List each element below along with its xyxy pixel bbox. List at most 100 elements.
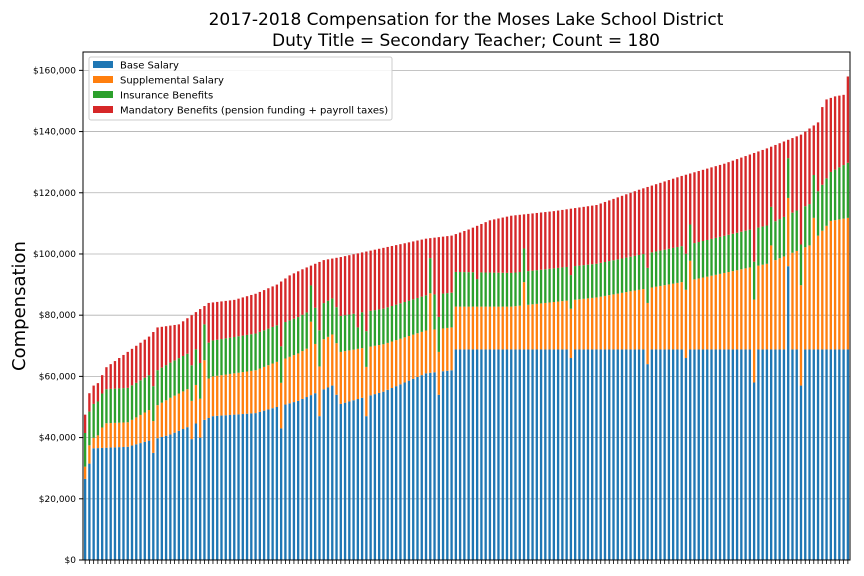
bar-stack: [731, 160, 734, 560]
bar-insurance: [292, 318, 296, 356]
bar-insurance: [774, 221, 777, 261]
bar-supplemental: [710, 275, 713, 350]
bar-stack: [556, 210, 560, 560]
bar-stack: [578, 207, 581, 560]
bar-supplemental: [130, 419, 134, 446]
bar-mandatory: [309, 265, 313, 286]
bar-base: [697, 349, 700, 560]
bar-mandatory: [770, 146, 773, 207]
bar-mandatory: [650, 185, 654, 253]
bar-supplemental: [825, 225, 828, 350]
bar-base: [92, 448, 95, 560]
bar-supplemental: [714, 274, 717, 350]
bar-mandatory: [748, 154, 752, 230]
bar-base: [586, 349, 590, 560]
bar-supplemental: [135, 417, 138, 445]
bar-base: [710, 349, 713, 560]
bar-stack: [284, 278, 287, 560]
bar-stack: [727, 162, 730, 560]
bar-mandatory: [433, 237, 436, 295]
bar-mandatory: [326, 259, 330, 301]
bar-base: [237, 414, 240, 560]
bar-insurance: [565, 266, 568, 301]
bar-base: [701, 349, 705, 560]
bar-supplemental: [808, 245, 811, 350]
bar-stack: [846, 76, 850, 560]
bar-base: [591, 349, 594, 560]
bar-insurance: [458, 272, 462, 307]
bar-mandatory: [156, 327, 159, 371]
bar-base: [348, 401, 351, 560]
bar-base: [254, 413, 257, 560]
bar-supplemental: [493, 306, 496, 350]
bar-mandatory: [88, 393, 91, 412]
bar-stack: [399, 244, 402, 560]
bar-base: [812, 349, 815, 560]
bar-base: [122, 446, 125, 560]
bar-supplemental: [774, 260, 777, 350]
bar-insurance: [382, 308, 385, 345]
bar-insurance: [377, 309, 381, 346]
bar-insurance: [518, 272, 521, 306]
bar-mandatory: [812, 125, 815, 176]
bar-insurance: [339, 315, 342, 352]
bar-insurance: [671, 247, 675, 284]
bar-base: [480, 349, 483, 560]
bar-mandatory: [480, 223, 483, 273]
bar-stack: [535, 212, 538, 560]
bar-stack: [833, 96, 837, 560]
bar-supplemental: [842, 218, 845, 350]
bar-stack: [135, 345, 138, 560]
bar-mandatory: [535, 212, 538, 271]
bar-insurance: [416, 297, 419, 334]
bar-base: [612, 349, 615, 560]
bar-mandatory: [216, 301, 219, 340]
bar-base: [816, 349, 820, 560]
bar-supplemental: [510, 306, 513, 350]
bar-stack: [591, 205, 594, 560]
bar-supplemental: [211, 376, 215, 417]
bar-supplemental: [424, 330, 428, 374]
bar-insurance: [710, 238, 713, 276]
bar-insurance: [586, 264, 590, 299]
bar-mandatory: [279, 281, 283, 347]
bar-stack: [360, 252, 364, 560]
bar-supplemental: [279, 382, 283, 429]
bar-mandatory: [561, 209, 564, 268]
bar-supplemental: [795, 250, 798, 350]
bar-stack: [603, 201, 607, 560]
bar-mandatory: [842, 94, 845, 166]
bar-base: [135, 444, 138, 560]
bar-insurance: [561, 267, 564, 302]
bar-mandatory: [467, 229, 470, 273]
bar-mandatory: [258, 291, 261, 332]
bar-base: [799, 385, 803, 560]
bar-mandatory: [765, 148, 769, 226]
bar-stack: [757, 151, 760, 560]
bar-supplemental: [156, 405, 159, 439]
bar-insurance: [846, 162, 850, 218]
bar-insurance: [821, 184, 824, 231]
bar-mandatory: [484, 222, 487, 273]
bar-mandatory: [740, 157, 743, 232]
bar-insurance: [301, 314, 304, 352]
bar-mandatory: [147, 336, 151, 376]
bar-mandatory: [620, 195, 624, 259]
bar-mandatory: [488, 220, 492, 273]
gridlines: [83, 69, 850, 500]
x-axis: [84, 560, 849, 564]
bar-stack: [671, 178, 675, 560]
bar-insurance: [497, 272, 500, 307]
bar-insurance: [164, 365, 168, 401]
bar-stack: [377, 248, 381, 560]
bar-mandatory: [220, 301, 223, 340]
bar-mandatory: [199, 309, 202, 363]
chart-subtitle: Duty Title = Secondary Teacher; Count = …: [272, 31, 660, 51]
bar-supplemental: [608, 295, 611, 350]
bar-stack: [331, 258, 334, 560]
bar-stack: [228, 300, 232, 560]
bar-stack: [279, 281, 283, 560]
bar-base: [825, 349, 828, 560]
bar-base: [279, 428, 283, 560]
bar-mandatory: [475, 225, 479, 280]
